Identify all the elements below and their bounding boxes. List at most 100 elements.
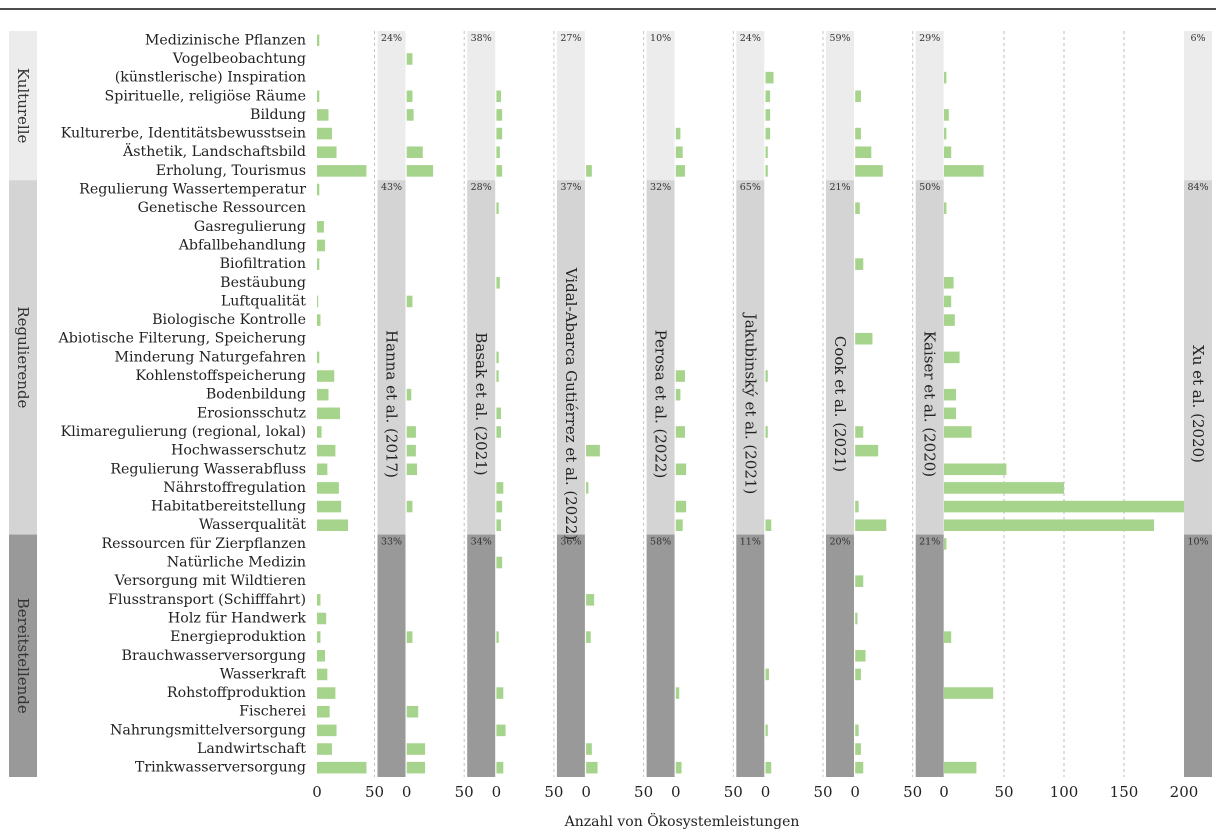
bar [406, 90, 413, 103]
bar [496, 426, 501, 438]
bar [944, 463, 1007, 476]
study-strip-band [736, 534, 765, 777]
percent-label: 50% [919, 182, 940, 193]
bar [406, 444, 416, 457]
percent-label: 37% [560, 182, 581, 193]
bar [496, 724, 506, 737]
study-label: Cook et al. (2021) [831, 336, 849, 472]
study-strip-band [915, 31, 944, 181]
bar [944, 426, 972, 438]
bar [944, 482, 1064, 494]
bar [496, 370, 499, 382]
study-strip-band [556, 31, 585, 181]
bar [317, 724, 337, 737]
study-strip-band [736, 31, 765, 181]
study-strip-band [915, 180, 944, 535]
bar [406, 109, 414, 121]
bar [944, 631, 952, 643]
bar [317, 165, 367, 177]
category-label: Biofiltration [220, 256, 306, 272]
bar [406, 53, 413, 65]
category-label: Vogelbeobachtung [172, 51, 306, 67]
tick-label: 0 [581, 783, 591, 801]
bar [675, 687, 680, 699]
category-label: Ressourcen für Zierpflanzen [102, 536, 307, 552]
bar [675, 388, 681, 401]
bar [317, 705, 330, 718]
bar [944, 388, 956, 401]
tick-label: 0 [492, 783, 502, 801]
bar [675, 463, 687, 476]
category-label: Rohstoffproduktion [167, 685, 306, 701]
study-strip-band [377, 31, 406, 181]
category-label: Medizinische Pflanzen [145, 32, 306, 48]
bar [944, 276, 954, 289]
bar [855, 332, 873, 345]
bar [586, 594, 595, 606]
tick-label: 150 [1110, 783, 1139, 801]
bar [317, 519, 349, 532]
bar [944, 146, 952, 159]
category-label: Nährstoffregulation [163, 480, 306, 496]
bar [675, 519, 683, 532]
bar [675, 165, 685, 177]
bar [317, 314, 321, 326]
tick-label: 0 [671, 783, 681, 801]
study-label: Basak et al. (2021) [472, 332, 490, 475]
category-label: Trinkwasserversorgung [135, 760, 306, 776]
bar [496, 556, 503, 569]
percent-label: 58% [650, 537, 671, 548]
bar [496, 276, 500, 289]
tick-label: 50 [544, 783, 563, 801]
bar [317, 631, 321, 643]
percent-label: 84% [1187, 182, 1208, 193]
study-strip-band [646, 534, 675, 777]
tick-label: 0 [312, 783, 322, 801]
category-label: Wasserkraft [220, 666, 307, 682]
bar [944, 165, 984, 177]
category-label: Minderung Naturgefahren [115, 349, 306, 365]
tick-label: 0 [939, 783, 949, 801]
bar [496, 146, 500, 159]
study-strip-band [556, 180, 585, 535]
bar [586, 444, 600, 457]
bar [317, 183, 320, 196]
study-strip-band [1184, 180, 1212, 535]
category-label: Kulturerbe, Identitätsbewusstsein [61, 126, 306, 142]
bar [317, 146, 337, 159]
study-strip-band [826, 180, 854, 535]
percent-label: 38% [471, 33, 492, 44]
bar [317, 463, 328, 476]
tick-label: 0 [850, 783, 860, 801]
bar [406, 295, 413, 308]
category-label: Habitatbereitstellung [151, 499, 306, 515]
bar [586, 761, 598, 774]
tick-label: 50 [724, 783, 743, 801]
bar [406, 743, 426, 755]
bar [496, 351, 499, 364]
tick-label: 50 [994, 783, 1013, 801]
study-strip-band [556, 534, 585, 777]
study-strip-band [646, 180, 675, 535]
bar [944, 407, 956, 420]
bar [317, 500, 342, 513]
bar [855, 90, 861, 103]
study-strip-band [377, 180, 406, 535]
bar [765, 109, 771, 121]
group-band-2 [9, 534, 37, 777]
percent-label: 32% [650, 182, 671, 193]
study-label: Xu et al. (2020) [1189, 345, 1207, 463]
bar [675, 127, 681, 140]
tick-label: 200 [1170, 783, 1199, 801]
bar [317, 407, 340, 420]
study-strip-band [826, 534, 854, 777]
bar [765, 761, 772, 774]
bar [765, 146, 768, 159]
bar [406, 500, 413, 513]
bar [496, 761, 504, 774]
group-label-0: Kulturelle [14, 68, 32, 144]
bar [586, 482, 589, 494]
tick-label: 50 [634, 783, 653, 801]
bar [765, 668, 769, 681]
percent-label: 34% [471, 537, 492, 548]
